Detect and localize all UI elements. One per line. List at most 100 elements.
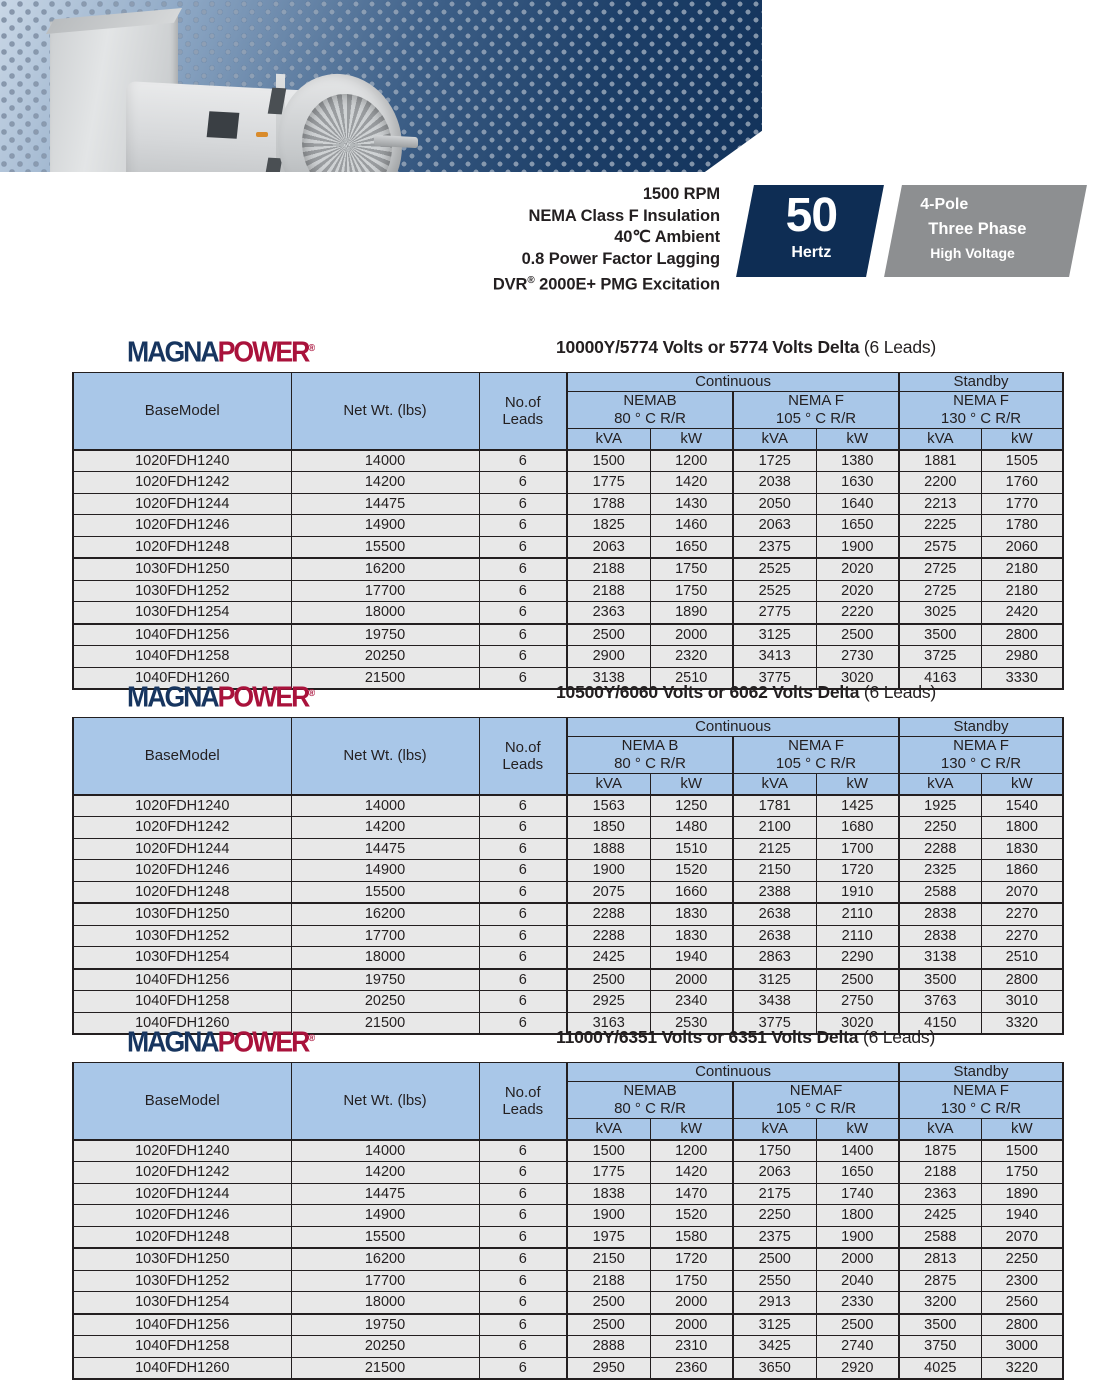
cell-net-weight: 20250 — [290, 990, 480, 1013]
cell-continuous-nemaf-kva: 3775 — [732, 1011, 817, 1035]
cell-standby-nemaf-kva: 3500 — [898, 967, 982, 991]
table-row[interactable]: 1040FDH1256 19750 6 2500 2000 3125 2500 3500 280… — [72, 967, 1065, 991]
cell-continuous-nemaf-kva: 1781 — [732, 793, 817, 817]
nema-rise-2: 105 ° C R/R — [775, 1100, 857, 1117]
table-row[interactable]: 1040FDH1258 20250 6 2900 2320 3413 2730 3725 298… — [72, 645, 1065, 668]
generator-indicator — [256, 132, 268, 137]
table-row[interactable]: 1020FDH1246 14900 6 1900 1520 2150 1720 2325 186… — [72, 859, 1065, 882]
cell-continuous-nemaf-kw: 2730 — [815, 645, 900, 668]
spec-excitation-suffix: 2000E+ PMG Excitation — [534, 275, 720, 294]
column-header-continuous: Continuous — [565, 372, 900, 392]
cell-continuous-nemaf-kw: 1910 — [815, 880, 900, 904]
generator-nameplate — [206, 111, 240, 139]
column-header-net-weight: Net Wt. (lbs) — [290, 717, 480, 795]
cell-net-weight: 14900 — [290, 1204, 480, 1227]
column-header-kva-2: kVA — [732, 773, 817, 795]
cell-standby-nemaf-kva: 1925 — [898, 793, 982, 817]
logo-magna-text: MAGNA — [127, 1026, 220, 1059]
cell-continuous-nemab-kva: 2188 — [566, 579, 651, 602]
table-row[interactable]: 1020FDH1242 14200 6 1775 1420 2038 1630 2200 176… — [72, 471, 1065, 494]
table-row[interactable]: 1030FDH1252 17700 6 2188 1750 2525 2020 2725 218… — [72, 579, 1065, 602]
config-phase: Three Phase — [928, 220, 1027, 238]
column-header-standby: Standby — [898, 1062, 1065, 1082]
cell-base-model: 1020FDH1248 — [72, 535, 292, 559]
cell-continuous-nemaf-kw: 2330 — [815, 1291, 900, 1314]
cell-standby-nemaf-kva: 3500 — [898, 1312, 982, 1336]
table-row[interactable]: 1030FDH1252 17700 6 2288 1830 2638 2110 2838 227… — [72, 924, 1065, 947]
cell-no-of-leads: 6 — [478, 514, 568, 537]
spec-line-excitation: DVR® 2000E+ PMG Excitation — [400, 270, 720, 296]
spec-line-insulation: NEMA Class F Insulation — [528, 206, 721, 225]
cell-base-model: 1040FDH1256 — [72, 1312, 292, 1336]
registered-icon: ® — [308, 343, 316, 354]
cell-continuous-nemab-kva: 1975 — [566, 1225, 651, 1249]
cell-continuous-nemaf-kva: 3425 — [732, 1335, 817, 1358]
cell-base-model: 1030FDH1252 — [72, 1269, 292, 1292]
cell-net-weight: 21500 — [290, 1356, 480, 1380]
column-header-standby: Standby — [898, 372, 1065, 392]
table-row[interactable]: 1030FDH1252 17700 6 2188 1750 2550 2040 2875 230… — [72, 1269, 1065, 1292]
registered-icon: ® — [527, 275, 535, 286]
cell-continuous-nemaf-kw: 1720 — [815, 859, 900, 882]
table-row[interactable]: 1020FDH1240 14000 6 1500 1200 1725 1380 1881 150… — [72, 448, 1065, 472]
cell-continuous-nemab-kva: 2500 — [566, 1291, 651, 1314]
table-row[interactable]: 1040FDH1260 21500 6 3138 2510 3775 3020 4163 333… — [72, 666, 1065, 690]
column-header-net-weight: Net Wt. (lbs) — [290, 372, 480, 450]
table-row[interactable]: 1020FDH1246 14900 6 1900 1520 2250 1800 2425 194… — [72, 1204, 1065, 1227]
cell-continuous-nemaf-kw: 3020 — [815, 666, 900, 690]
table-row[interactable]: 1020FDH1248 15500 6 2063 1650 2375 1900 2575 206… — [72, 535, 1065, 559]
table-row[interactable]: 1020FDH1240 14000 6 1563 1250 1781 1425 1925 154… — [72, 793, 1065, 817]
no-of-leads-line2: Leads — [502, 1100, 544, 1118]
table-row[interactable]: 1020FDH1248 15500 6 1975 1580 2375 1900 2588 207… — [72, 1225, 1065, 1249]
cell-standby-nemaf-kw: 2070 — [980, 880, 1065, 904]
cell-continuous-nemaf-kva: 2175 — [732, 1182, 817, 1205]
frequency-unit: Hertz — [791, 244, 832, 261]
voltage-title-leads: (6 Leads) — [859, 337, 937, 357]
cell-standby-nemaf-kva: 3025 — [898, 601, 982, 624]
table-row[interactable]: 1030FDH1254 18000 6 2425 1940 2863 2290 3138 251… — [72, 946, 1065, 969]
cell-continuous-nemab-kva: 1825 — [566, 514, 651, 537]
spec-line-power-factor: 0.8 Power Factor Lagging — [521, 249, 720, 268]
nema-class-3: NEMA F — [953, 1082, 1009, 1099]
cell-standby-nemaf-kva: 2213 — [898, 492, 982, 515]
table-row[interactable]: 1040FDH1256 19750 6 2500 2000 3125 2500 3500 280… — [72, 1312, 1065, 1336]
voltage-configuration-title: 10500Y/6060 Volts or 6062 Volts Delta (6… — [556, 682, 936, 703]
cell-base-model: 1040FDH1258 — [72, 1335, 292, 1358]
table-row[interactable]: 1030FDH1250 16200 6 2188 1750 2525 2020 2725 218… — [72, 557, 1065, 581]
table-row[interactable]: 1030FDH1250 16200 6 2150 1720 2500 2000 2813 225… — [72, 1247, 1065, 1271]
table-row[interactable]: 1040FDH1260 21500 6 2950 2360 3650 2920 4025 322… — [72, 1356, 1065, 1380]
cell-base-model: 1040FDH1256 — [72, 967, 292, 991]
table-row[interactable]: 1020FDH1244 14475 6 1788 1430 2050 1640 2213 177… — [72, 492, 1065, 515]
cell-no-of-leads: 6 — [478, 535, 568, 559]
table-row[interactable]: 1040FDH1256 19750 6 2500 2000 3125 2500 3500 280… — [72, 622, 1065, 646]
table-row[interactable]: 1020FDH1248 15500 6 2075 1660 2388 1910 2588 207… — [72, 880, 1065, 904]
table-row[interactable]: 1020FDH1244 14475 6 1838 1470 2175 1740 2363 189… — [72, 1182, 1065, 1205]
table-row[interactable]: 1020FDH1242 14200 6 1850 1480 2100 1680 2250 180… — [72, 816, 1065, 839]
cell-continuous-nemaf-kva: 3438 — [732, 990, 817, 1013]
cell-standby-nemaf-kva: 1875 — [898, 1138, 982, 1162]
cell-standby-nemaf-kw: 1780 — [980, 514, 1065, 537]
cell-no-of-leads: 6 — [478, 967, 568, 991]
table-row[interactable]: 1020FDH1240 14000 6 1500 1200 1750 1400 1875 150… — [72, 1138, 1065, 1162]
cell-net-weight: 18000 — [290, 1291, 480, 1314]
table-row[interactable]: 1040FDH1258 20250 6 2888 2310 3425 2740 3750 300… — [72, 1335, 1065, 1358]
table-row[interactable]: 1040FDH1260 21500 6 3163 2530 3775 3020 4150 332… — [72, 1011, 1065, 1035]
table-row[interactable]: 1030FDH1254 18000 6 2500 2000 2913 2330 3200 256… — [72, 1291, 1065, 1314]
table-row[interactable]: 1040FDH1258 20250 6 2925 2340 3438 2750 3763 301… — [72, 990, 1065, 1013]
cell-net-weight: 19750 — [290, 967, 480, 991]
table-body: 1020FDH1240 14000 6 1500 1200 1750 1400 1875 150… — [72, 1138, 1065, 1380]
table-row[interactable]: 1020FDH1242 14200 6 1775 1420 2063 1650 2188 175… — [72, 1161, 1065, 1184]
table-row[interactable]: 1030FDH1250 16200 6 2288 1830 2638 2110 2838 227… — [72, 902, 1065, 926]
cell-continuous-nemab-kva: 2425 — [566, 946, 651, 969]
cell-continuous-nemab-kw: 2510 — [649, 666, 734, 690]
cell-continuous-nemab-kw: 2340 — [649, 990, 734, 1013]
cell-continuous-nemab-kw: 1520 — [649, 859, 734, 882]
table-row[interactable]: 1030FDH1254 18000 6 2363 1890 2775 2220 3025 242… — [72, 601, 1065, 624]
cell-continuous-nemab-kva: 2900 — [566, 645, 651, 668]
table-row[interactable]: 1020FDH1244 14475 6 1888 1510 2125 1700 2288 183… — [72, 837, 1065, 860]
cell-standby-nemaf-kw: 1800 — [980, 816, 1065, 839]
nema-class-2: NEMAF — [789, 1082, 843, 1099]
cell-continuous-nemaf-kw: 1640 — [815, 492, 900, 515]
table-row[interactable]: 1020FDH1246 14900 6 1825 1460 2063 1650 2225 178… — [72, 514, 1065, 537]
frequency-badge-content: 50 Hertz — [746, 185, 876, 263]
